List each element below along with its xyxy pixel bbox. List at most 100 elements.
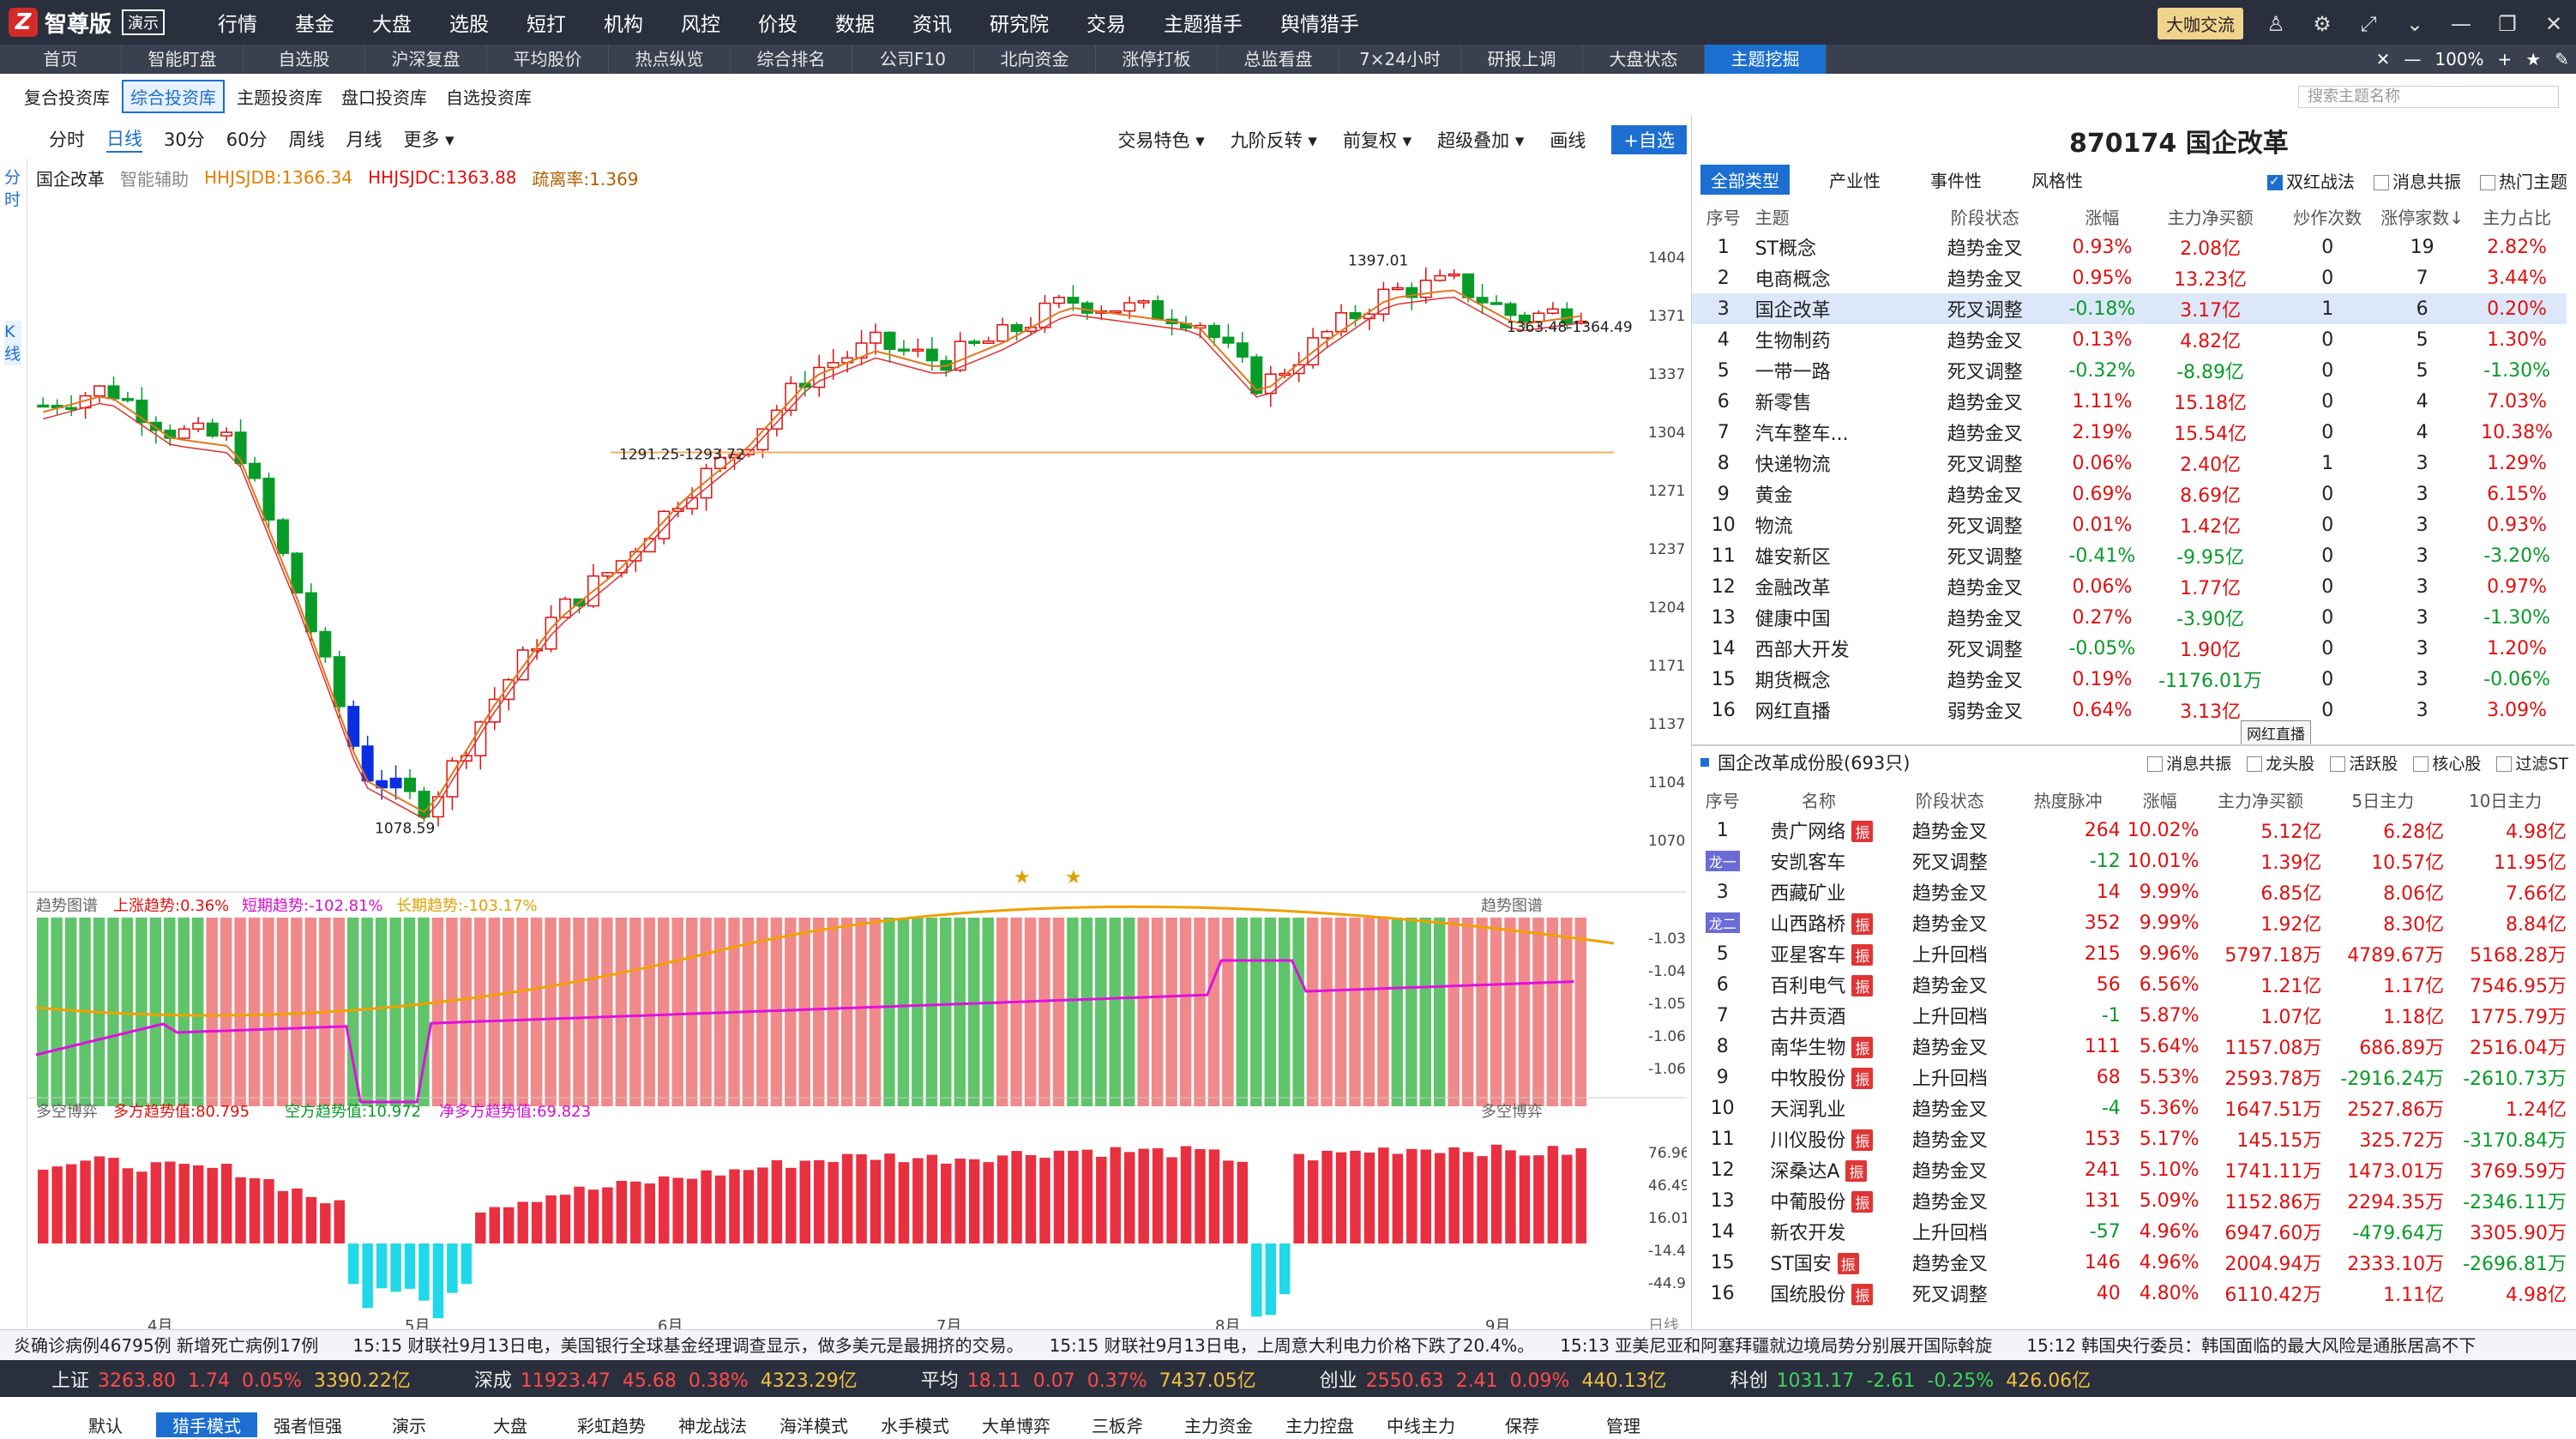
menu-item-2[interactable]: 大盘 bbox=[372, 14, 412, 36]
stock-filter-0[interactable]: 消息共振 bbox=[2147, 751, 2231, 774]
table-row[interactable]: 14 西部大开发 死叉调整 -0.05% 1.90亿 0 3 1.20% bbox=[1692, 633, 2567, 664]
index-quote-2[interactable]: 平均 18.11 0.07 0.37% 7437.05亿 bbox=[921, 1365, 1268, 1393]
theme-header[interactable]: 主力占比 bbox=[2483, 207, 2552, 228]
table-row[interactable]: 8 快递物流 死叉调整 0.06% 2.40亿 1 3 1.29% bbox=[1692, 448, 2567, 479]
bottom-tab-14[interactable]: 保荐 bbox=[1505, 1415, 1539, 1436]
user-icon[interactable]: ♙ bbox=[2266, 11, 2285, 36]
bottom-tab-13[interactable]: 中线主力 bbox=[1387, 1415, 1455, 1436]
tab-13[interactable]: 大盘状态 bbox=[1583, 45, 1705, 74]
stock-filter-4[interactable]: 过滤ST bbox=[2496, 751, 2568, 774]
zoom-in-icon[interactable]: + bbox=[2497, 49, 2513, 69]
table-row[interactable]: 6 百利电气 振 趋势金叉 56 6.56% 1.21亿 1.17亿 7546.95万 bbox=[1692, 969, 2567, 1000]
stock-name[interactable]: 安凯客车 bbox=[1770, 852, 1846, 874]
menu-item-11[interactable]: 交易 bbox=[1086, 14, 1127, 36]
stock-name[interactable]: 古井贡酒 bbox=[1770, 1007, 1846, 1028]
checkbox-icon[interactable] bbox=[2267, 173, 2283, 190]
menu-item-12[interactable]: 主题猎手 bbox=[1164, 14, 1243, 36]
menu-item-7[interactable]: 价投 bbox=[758, 14, 798, 36]
bottom-tab-15[interactable]: 管理 bbox=[1606, 1415, 1640, 1436]
tab-1[interactable]: 智能盯盘 bbox=[122, 45, 244, 74]
rtab-2[interactable]: 事件性 bbox=[1930, 171, 1982, 191]
table-row[interactable]: 8 南华生物 振 趋势金叉 111 5.64% 1157.08万 686.89万 2516.0… bbox=[1692, 1031, 2567, 1062]
theme-header[interactable]: 涨幅 bbox=[2085, 207, 2120, 228]
stock-name[interactable]: 南华生物 振 bbox=[1753, 1031, 1884, 1062]
subtab-3[interactable]: 盘口投资库 bbox=[341, 87, 427, 108]
tab-3[interactable]: 沪深复盘 bbox=[365, 45, 487, 74]
bottom-tab-10[interactable]: 三板斧 bbox=[1092, 1415, 1143, 1436]
tool-4[interactable]: 画线 bbox=[1550, 130, 1586, 151]
stock-name[interactable]: 贵广网络 振 bbox=[1753, 815, 1884, 846]
bottom-tab-8[interactable]: 水手模式 bbox=[881, 1415, 949, 1436]
tool-2[interactable]: 前复权 ▾ bbox=[1342, 130, 1412, 151]
fullscreen-icon[interactable]: ⤢ bbox=[2360, 11, 2377, 36]
table-row[interactable]: 2 电商概念 趋势金叉 0.95% 13.23亿 0 7 3.44% bbox=[1692, 262, 2567, 293]
checkbox-icon[interactable] bbox=[2330, 756, 2346, 772]
tab-close-icon[interactable]: ✕ bbox=[2375, 49, 2391, 69]
checkbox-icon[interactable] bbox=[2147, 756, 2164, 772]
table-row[interactable]: 15 期货概念 趋势金叉 0.19% -1176.01万 0 3 -0.06% bbox=[1692, 664, 2567, 695]
stock-filter-3[interactable]: 核心股 bbox=[2413, 751, 2481, 774]
table-row[interactable]: 16 国统股份 振 死叉调整 40 4.80% 6110.42万 1.11亿 4.98亿 bbox=[1692, 1278, 2567, 1309]
stock-name[interactable]: 百利电气 振 bbox=[1753, 969, 1884, 1000]
menu-item-8[interactable]: 数据 bbox=[835, 14, 876, 36]
rtab-1[interactable]: 产业性 bbox=[1829, 171, 1881, 191]
stock-name[interactable]: 川仪股份 振 bbox=[1753, 1123, 1884, 1154]
stock-header[interactable]: 热度脉冲 bbox=[2033, 790, 2103, 811]
bottom-tab-9[interactable]: 大单博弈 bbox=[982, 1415, 1050, 1436]
bottom-tab-2[interactable]: 强者恒强 bbox=[274, 1415, 342, 1436]
period-6[interactable]: 更多 ▾ bbox=[403, 129, 454, 150]
index-quote-0[interactable]: 上证 3263.80 1.74 0.05% 3390.22亿 bbox=[51, 1365, 423, 1393]
menu-item-5[interactable]: 机构 bbox=[604, 14, 644, 36]
bottom-tab-5[interactable]: 彩虹趋势 bbox=[577, 1415, 646, 1436]
stock-header[interactable]: 涨幅 bbox=[2142, 790, 2177, 811]
stock-header[interactable]: 5日主力 bbox=[2351, 790, 2415, 811]
star-icon[interactable]: ★ bbox=[2525, 49, 2542, 69]
subtab-1[interactable]: 综合投资库 bbox=[122, 79, 225, 113]
theme-header[interactable]: 主力净买额 bbox=[2167, 207, 2254, 228]
stock-name[interactable]: 国统股份 振 bbox=[1753, 1278, 1884, 1309]
filter-0[interactable]: 双红战法 bbox=[2267, 168, 2355, 193]
tab-6[interactable]: 综合排名 bbox=[731, 45, 852, 74]
table-row[interactable]: 5 一带一路 死叉调整 -0.32% -8.89亿 0 5 -1.30% bbox=[1692, 355, 2567, 386]
table-row[interactable]: 10 物流 死叉调整 0.01% 1.42亿 0 3 0.93% bbox=[1692, 509, 2567, 540]
close-icon[interactable]: ✕ bbox=[2544, 11, 2563, 36]
theme-header[interactable]: 主题 bbox=[1754, 207, 1790, 228]
period-4[interactable]: 周线 bbox=[288, 129, 325, 150]
bottom-tab-1[interactable]: 猎手模式 bbox=[156, 1412, 257, 1437]
settings-icon[interactable]: ⚙ bbox=[2313, 11, 2332, 36]
theme-header[interactable]: 阶段状态 bbox=[1950, 207, 2019, 228]
theme-header[interactable]: 炒作次数 bbox=[2293, 207, 2362, 228]
table-row[interactable]: 4 生物制药 趋势金叉 0.13% 4.82亿 0 5 1.30% bbox=[1692, 324, 2567, 355]
table-row[interactable]: 1 ST概念 趋势金叉 0.93% 2.08亿 0 19 2.82% bbox=[1692, 232, 2567, 262]
tab-14[interactable]: 主题挖掘 bbox=[1705, 45, 1827, 74]
stock-header[interactable]: 主力净买额 bbox=[2217, 790, 2303, 811]
bottom-tab-3[interactable]: 演示 bbox=[392, 1415, 426, 1436]
chevron-down-icon[interactable]: ⌄ bbox=[2405, 11, 2424, 36]
table-row[interactable]: 1 贵广网络 振 趋势金叉 264 10.02% 5.12亿 6.28亿 4.98亿 bbox=[1692, 815, 2567, 846]
tool-5[interactable]: +自选 bbox=[1611, 125, 1687, 154]
bottom-tab-6[interactable]: 神龙战法 bbox=[678, 1415, 747, 1436]
checkbox-icon[interactable] bbox=[2480, 175, 2495, 190]
pin-icon[interactable]: ✎ bbox=[2555, 49, 2569, 69]
tab-2[interactable]: 自选股 bbox=[244, 45, 365, 74]
index-quote-4[interactable]: 科创 1031.17 -2.61 -0.25% 426.06亿 bbox=[1730, 1365, 2103, 1393]
tab-4[interactable]: 平均股价 bbox=[487, 45, 609, 74]
strip-fenshi[interactable]: 分时 bbox=[4, 168, 21, 209]
table-row[interactable]: 龙二 山西路桥 振 趋势金叉 352 9.99% 1.92亿 8.30亿 8.84亿 bbox=[1692, 907, 2567, 938]
stock-name[interactable]: ST国安 振 bbox=[1753, 1247, 1884, 1278]
menu-item-13[interactable]: 舆情猎手 bbox=[1280, 14, 1360, 36]
table-row[interactable]: 5 亚星客车 振 上升回档 215 9.96% 5797.18万 4789.67万 5168.… bbox=[1692, 938, 2567, 969]
table-row[interactable]: 9 中牧股份 振 上升回档 68 5.53% 2593.78万 -2916.24万 -2610… bbox=[1692, 1062, 2567, 1093]
theme-search-input[interactable]: 搜索主题名称 bbox=[2298, 86, 2559, 108]
zoom-out-icon[interactable]: — bbox=[2404, 49, 2422, 69]
menu-item-3[interactable]: 选股 bbox=[449, 14, 490, 36]
tab-9[interactable]: 涨停打板 bbox=[1096, 45, 1218, 74]
table-row[interactable]: 14 新农开发 上升回档 -57 4.96% 6947.60万 -479.64万 3305.… bbox=[1692, 1216, 2567, 1247]
bottom-tab-7[interactable]: 海洋模式 bbox=[779, 1415, 848, 1436]
subtab-0[interactable]: 复合投资库 bbox=[24, 87, 110, 108]
menu-item-10[interactable]: 研究院 bbox=[990, 14, 1050, 36]
table-row[interactable]: 龙一 安凯客车 死叉调整 -12 10.01% 1.39亿 10.57亿 11.95亿 bbox=[1692, 846, 2567, 876]
table-row[interactable]: 13 中葡股份 振 趋势金叉 131 5.09% 1152.86万 2294.35万 -234… bbox=[1692, 1185, 2567, 1216]
table-row[interactable]: 6 新零售 趋势金叉 1.11% 15.18亿 0 4 7.03% bbox=[1692, 386, 2567, 417]
tab-7[interactable]: 公司F10 bbox=[852, 45, 974, 74]
